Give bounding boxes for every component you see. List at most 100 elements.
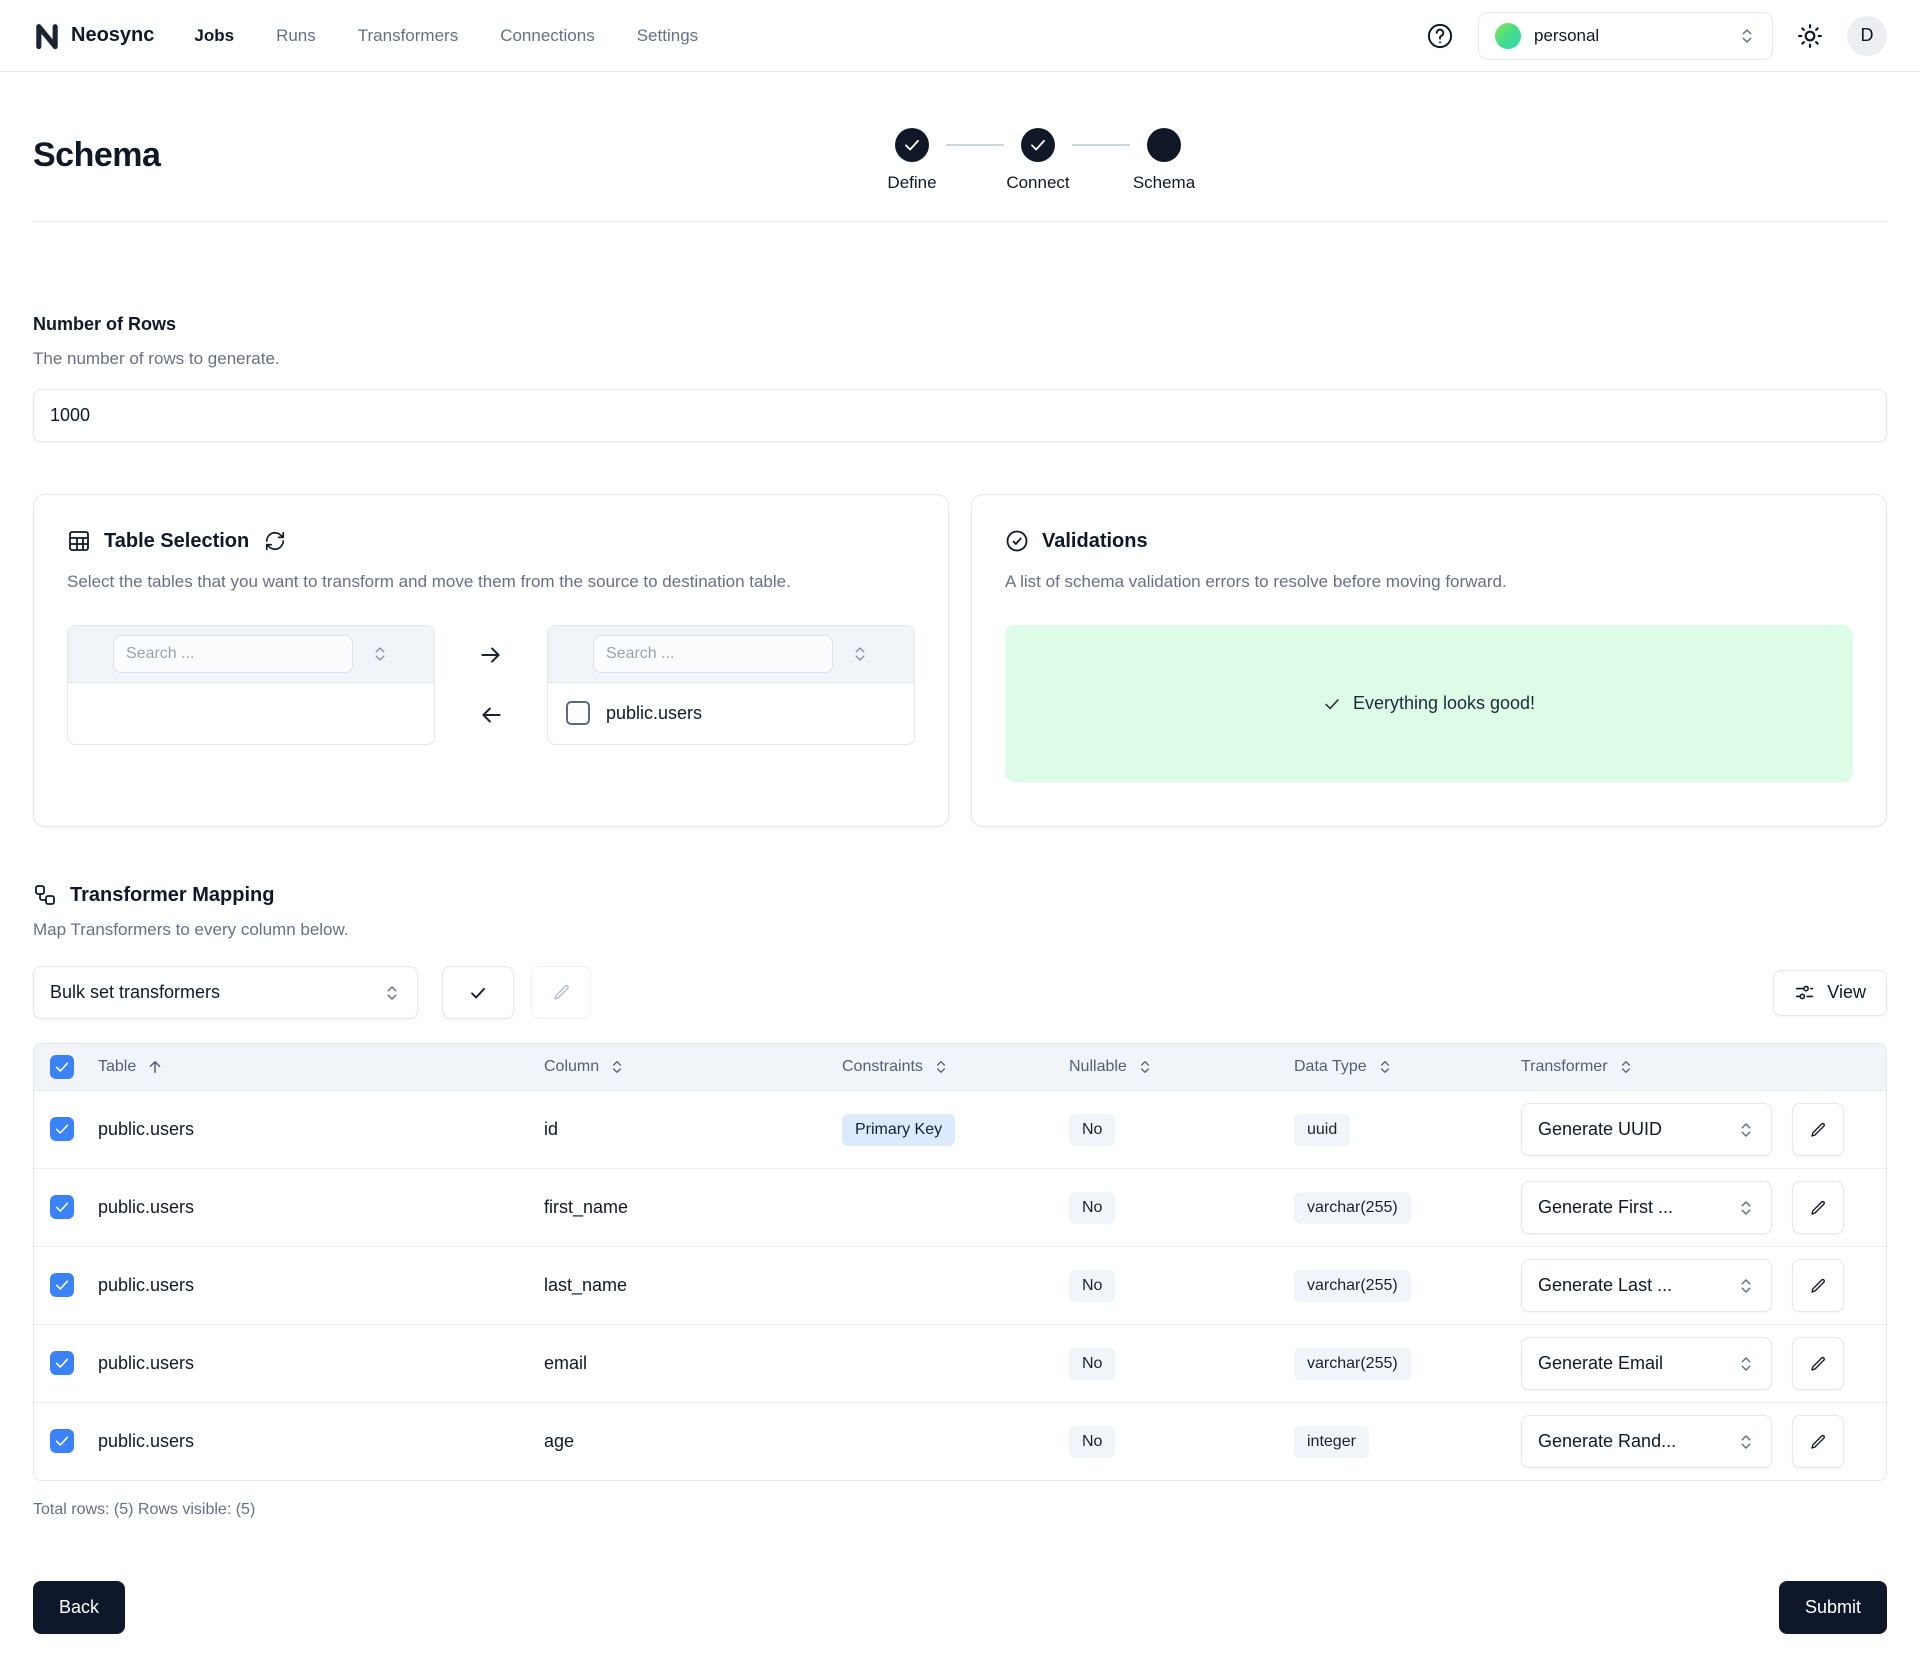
select-all-checkbox[interactable] xyxy=(50,1054,74,1079)
account-avatar-dot xyxy=(1495,22,1521,49)
chevrons-up-down-icon xyxy=(1737,1121,1755,1139)
nav-item-transformers[interactable]: Transformers xyxy=(357,25,459,45)
transformer-mapping-description: Map Transformers to every column below. xyxy=(33,920,349,940)
nullable-badge: No xyxy=(1069,1191,1116,1224)
row-column-name: id xyxy=(544,1119,559,1140)
chevrons-up-down-icon xyxy=(1737,1277,1755,1295)
validations-description: A list of schema validation errors to re… xyxy=(1005,572,1507,591)
sun-icon xyxy=(1798,23,1822,48)
brand[interactable]: Neosync xyxy=(33,22,154,50)
chevrons-up-down-icon xyxy=(1737,1355,1755,1373)
row-checkbox[interactable] xyxy=(50,1117,74,1142)
row-table-name: public.users xyxy=(98,1275,195,1296)
row-column-name: email xyxy=(544,1353,588,1374)
mapping-row: public.users last_name No varchar(255) G… xyxy=(34,1246,1886,1324)
edit-transformer-button[interactable] xyxy=(1792,1181,1844,1235)
source-search-input[interactable] xyxy=(113,635,353,674)
destination-sort-button[interactable] xyxy=(851,645,869,663)
edit-transformer-button[interactable] xyxy=(1792,1103,1844,1157)
source-sort-button[interactable] xyxy=(371,645,389,663)
pencil-icon xyxy=(1809,1199,1827,1217)
view-button-label: View xyxy=(1827,982,1866,1003)
page-footer: Back Submit xyxy=(33,1581,1887,1654)
account-select[interactable]: personal xyxy=(1478,11,1773,60)
main-nav: Jobs Runs Transformers Connections Setti… xyxy=(194,26,698,46)
table-name: public.users xyxy=(606,702,703,723)
account-name: personal xyxy=(1534,25,1600,45)
transformer-select[interactable]: Generate Last ... xyxy=(1521,1259,1772,1313)
arrow-left-icon xyxy=(482,707,501,723)
submit-button[interactable]: Submit xyxy=(1778,1581,1887,1635)
chevrons-up-down-icon xyxy=(1377,1059,1393,1075)
bulk-edit-button[interactable] xyxy=(531,966,591,1020)
move-to-destination-button[interactable] xyxy=(478,642,504,668)
progress-stepper: Define Connect Schema xyxy=(878,128,1198,193)
check-icon xyxy=(54,1277,70,1293)
check-icon xyxy=(54,1433,70,1449)
bulk-select-label: Bulk set transformers xyxy=(50,982,221,1003)
sort-datatype-button[interactable] xyxy=(1377,1059,1393,1075)
row-checkbox[interactable] xyxy=(50,1273,74,1298)
destination-listbox: public.users xyxy=(547,625,915,746)
column-header-nullable: Nullable xyxy=(1069,1058,1127,1076)
column-header-column: Column xyxy=(544,1058,600,1076)
nav-item-runs[interactable]: Runs xyxy=(276,25,316,45)
nav-item-settings[interactable]: Settings xyxy=(636,25,699,45)
theme-toggle-button[interactable] xyxy=(1797,23,1823,49)
validation-success-message: Everything looks good! xyxy=(1352,693,1536,714)
chevrons-up-down-icon xyxy=(933,1059,949,1075)
sort-column-button[interactable] xyxy=(609,1059,625,1075)
table-checkbox[interactable] xyxy=(566,701,590,726)
validations-title: Validations xyxy=(1042,529,1148,552)
list-item: public.users xyxy=(548,683,914,743)
apply-bulk-button[interactable] xyxy=(442,966,514,1020)
account-left: personal xyxy=(1495,22,1600,49)
sort-constraints-button[interactable] xyxy=(933,1059,949,1075)
transformer-select[interactable]: Generate First ... xyxy=(1521,1181,1772,1235)
validation-success-box: Everything looks good! xyxy=(1005,625,1853,783)
step-connector xyxy=(946,144,1004,146)
row-column-name: first_name xyxy=(544,1197,629,1218)
row-checkbox[interactable] xyxy=(50,1429,74,1454)
nav-item-connections[interactable]: Connections xyxy=(500,25,595,45)
row-checkbox[interactable] xyxy=(50,1351,74,1376)
sort-nullable-button[interactable] xyxy=(1137,1059,1153,1075)
transformer-select[interactable]: Generate Rand... xyxy=(1521,1415,1772,1469)
arrow-right-icon xyxy=(481,647,500,663)
chevrons-up-down-icon xyxy=(1737,1433,1755,1451)
edit-transformer-button[interactable] xyxy=(1792,1259,1844,1313)
dual-listbox: public.users xyxy=(67,625,915,746)
row-column-name: age xyxy=(544,1431,575,1452)
transformer-select-label: Generate UUID xyxy=(1538,1119,1663,1140)
number-of-rows-label: Number of Rows xyxy=(33,314,177,334)
page-header: Schema Define Connect Schema xyxy=(33,72,1887,222)
number-of-rows-input[interactable] xyxy=(33,389,1887,442)
destination-search-input[interactable] xyxy=(593,635,833,674)
help-button[interactable] xyxy=(1426,22,1454,50)
back-button[interactable]: Back xyxy=(33,1581,126,1635)
move-to-source-button[interactable] xyxy=(478,702,504,728)
nav-item-jobs[interactable]: Jobs xyxy=(194,25,235,45)
row-checkbox[interactable] xyxy=(50,1195,74,1220)
step-current-icon xyxy=(1147,128,1181,162)
column-header-constraints: Constraints xyxy=(842,1058,923,1076)
check-icon xyxy=(469,984,487,1002)
sort-table-button[interactable] xyxy=(146,1058,164,1076)
transformer-select-label: Generate First ... xyxy=(1538,1197,1674,1218)
pencil-icon xyxy=(1809,1121,1827,1139)
table-selection-card: Table Selection Select the tables that y… xyxy=(33,494,949,828)
destination-list: public.users xyxy=(548,683,914,743)
bulk-set-transformers-select[interactable]: Bulk set transformers xyxy=(33,966,418,1020)
transformer-select[interactable]: Generate Email xyxy=(1521,1337,1772,1391)
check-icon xyxy=(1325,698,1339,710)
user-avatar[interactable]: D xyxy=(1847,15,1887,56)
view-options-button[interactable]: View xyxy=(1773,969,1887,1016)
refresh-tables-button[interactable] xyxy=(264,530,286,552)
check-circle-icon xyxy=(1006,530,1028,552)
sort-transformer-button[interactable] xyxy=(1618,1059,1634,1075)
edit-transformer-button[interactable] xyxy=(1792,1337,1844,1391)
edit-transformer-button[interactable] xyxy=(1792,1415,1844,1469)
column-header-table: Table xyxy=(98,1058,137,1076)
transformer-select-label: Generate Last ... xyxy=(1538,1275,1673,1296)
transformer-select[interactable]: Generate UUID xyxy=(1521,1103,1772,1157)
